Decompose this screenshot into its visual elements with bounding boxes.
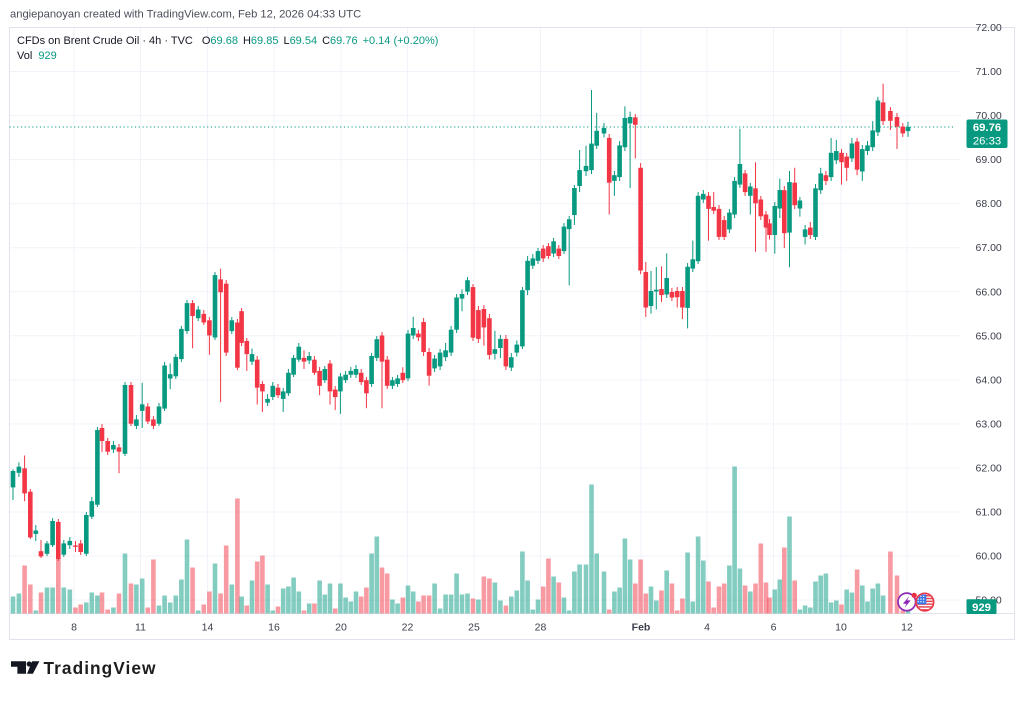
svg-text:26:33: 26:33 <box>973 136 1001 148</box>
svg-text:CFDs on Brent Crude Oil · 4h ·: CFDs on Brent Crude Oil · 4h · TVC O69.68… <box>17 35 438 47</box>
svg-text:69.00: 69.00 <box>976 154 1002 166</box>
svg-text:69.76: 69.76 <box>973 122 1001 134</box>
svg-text:72.00: 72.00 <box>976 22 1002 34</box>
svg-text:TradingView: TradingView <box>44 658 157 678</box>
svg-text:16: 16 <box>268 622 280 634</box>
svg-text:61.00: 61.00 <box>976 507 1002 519</box>
svg-text:4: 4 <box>704 622 710 634</box>
svg-text:70.00: 70.00 <box>976 110 1002 122</box>
svg-text:10: 10 <box>835 622 847 634</box>
svg-text:63.00: 63.00 <box>976 418 1002 430</box>
svg-text:929: 929 <box>972 602 991 614</box>
svg-text:67.00: 67.00 <box>976 242 1002 254</box>
svg-text:8: 8 <box>71 622 77 634</box>
svg-text:60.00: 60.00 <box>976 551 1002 563</box>
svg-text:25: 25 <box>468 622 480 634</box>
svg-text:11: 11 <box>135 622 146 634</box>
svg-text:62.00: 62.00 <box>976 463 1002 475</box>
svg-text:64.00: 64.00 <box>976 374 1002 386</box>
svg-text:Feb: Feb <box>632 622 651 634</box>
svg-text:14: 14 <box>202 622 214 634</box>
svg-text:22: 22 <box>402 622 414 634</box>
svg-text:65.00: 65.00 <box>976 330 1002 342</box>
svg-text:68.00: 68.00 <box>976 198 1002 210</box>
svg-text:66.00: 66.00 <box>976 286 1002 298</box>
svg-text:12: 12 <box>901 622 913 634</box>
svg-text:6: 6 <box>771 622 777 634</box>
svg-text:20: 20 <box>335 622 347 634</box>
svg-text:28: 28 <box>535 622 547 634</box>
svg-text:71.00: 71.00 <box>976 66 1002 78</box>
svg-text:angiepanoyan created with Trad: angiepanoyan created with TradingView.co… <box>10 9 361 21</box>
